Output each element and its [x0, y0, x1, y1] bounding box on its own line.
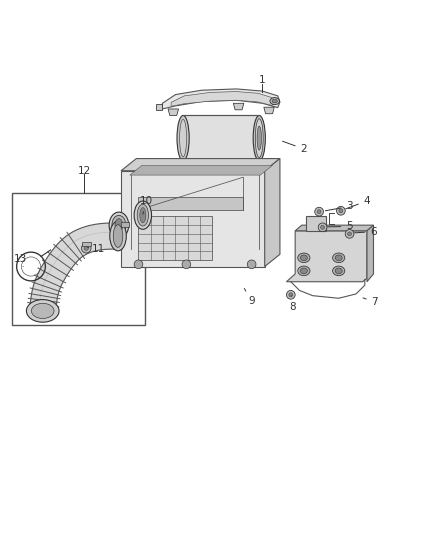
Circle shape	[321, 225, 325, 229]
Circle shape	[339, 209, 343, 213]
Text: 6: 6	[354, 227, 377, 237]
Polygon shape	[82, 242, 91, 246]
Ellipse shape	[115, 219, 123, 232]
Ellipse shape	[32, 303, 54, 319]
Circle shape	[348, 232, 352, 236]
Text: 1: 1	[258, 75, 265, 85]
Circle shape	[317, 209, 321, 214]
Ellipse shape	[140, 207, 146, 223]
Polygon shape	[130, 165, 272, 175]
Ellipse shape	[137, 204, 148, 226]
Circle shape	[81, 244, 91, 253]
Ellipse shape	[332, 266, 345, 276]
Circle shape	[336, 206, 345, 215]
Polygon shape	[306, 216, 325, 231]
Polygon shape	[367, 225, 374, 282]
Text: 2: 2	[283, 141, 307, 154]
Text: 12: 12	[78, 166, 91, 176]
Circle shape	[134, 260, 143, 269]
Polygon shape	[156, 104, 162, 110]
Polygon shape	[286, 231, 367, 282]
Text: 8: 8	[290, 296, 296, 312]
Polygon shape	[264, 107, 274, 114]
Polygon shape	[121, 171, 265, 266]
Bar	[12, 192, 145, 325]
Text: 13: 13	[14, 254, 27, 266]
Ellipse shape	[298, 253, 310, 263]
Polygon shape	[30, 223, 122, 310]
Ellipse shape	[335, 255, 342, 261]
Polygon shape	[162, 89, 280, 109]
Ellipse shape	[332, 253, 345, 263]
Ellipse shape	[110, 221, 126, 251]
Ellipse shape	[134, 201, 152, 229]
Ellipse shape	[255, 119, 263, 157]
Ellipse shape	[300, 268, 307, 273]
Circle shape	[247, 260, 256, 269]
Polygon shape	[120, 222, 129, 228]
Circle shape	[286, 290, 295, 299]
Ellipse shape	[253, 116, 265, 161]
Text: 7: 7	[363, 297, 378, 307]
Circle shape	[289, 293, 293, 297]
Text: 10: 10	[140, 196, 153, 214]
Polygon shape	[233, 103, 244, 110]
Ellipse shape	[180, 119, 187, 157]
Polygon shape	[295, 225, 374, 231]
Text: 3: 3	[325, 201, 353, 212]
Polygon shape	[138, 197, 243, 210]
Circle shape	[182, 260, 191, 269]
Ellipse shape	[109, 212, 129, 238]
Text: 9: 9	[244, 288, 255, 306]
Bar	[138, 216, 212, 260]
Ellipse shape	[298, 266, 310, 276]
Ellipse shape	[177, 116, 189, 161]
Polygon shape	[121, 158, 280, 171]
Ellipse shape	[113, 225, 123, 247]
Circle shape	[315, 207, 323, 216]
Ellipse shape	[270, 98, 279, 104]
Ellipse shape	[335, 268, 342, 273]
Polygon shape	[265, 158, 280, 266]
Ellipse shape	[26, 300, 59, 322]
Circle shape	[345, 230, 354, 238]
Ellipse shape	[257, 126, 261, 150]
Polygon shape	[168, 109, 179, 116]
Polygon shape	[171, 92, 273, 107]
Circle shape	[318, 223, 327, 232]
Text: 5: 5	[328, 221, 353, 231]
Polygon shape	[183, 116, 259, 161]
Text: 4: 4	[346, 196, 370, 209]
Circle shape	[84, 246, 88, 251]
Ellipse shape	[272, 99, 277, 103]
Text: 11: 11	[88, 244, 105, 254]
Ellipse shape	[112, 215, 126, 235]
Ellipse shape	[300, 255, 307, 261]
